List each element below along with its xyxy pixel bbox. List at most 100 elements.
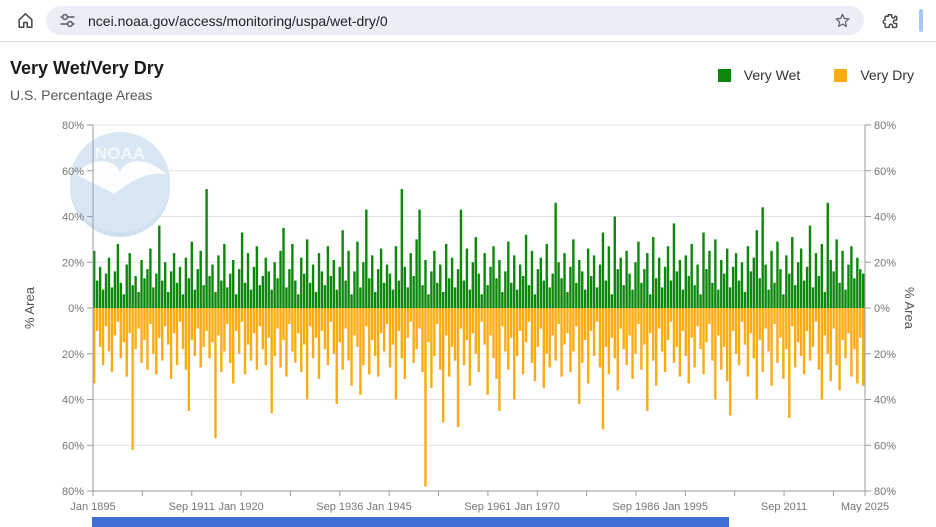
right-axis-title: % Area — [902, 287, 917, 330]
wet-bar — [326, 246, 330, 308]
dry-bar — [412, 308, 415, 363]
dry-bar — [270, 308, 273, 414]
dry-bar — [749, 308, 753, 334]
dry-bar — [282, 308, 285, 341]
wet-bar — [397, 280, 401, 308]
dry-bar — [350, 308, 353, 386]
wet-bar — [350, 294, 353, 309]
wet-bar — [862, 273, 865, 308]
wet-bar — [643, 269, 646, 308]
wet-bar — [193, 289, 196, 308]
dry-bar — [779, 308, 782, 338]
wet-bar — [563, 253, 566, 308]
dry-bar — [382, 308, 386, 352]
dry-bar — [628, 308, 631, 336]
dry-bar — [229, 308, 232, 363]
wet-bar — [714, 239, 717, 309]
wet-bar — [720, 259, 723, 308]
wet-bar — [98, 266, 102, 308]
dry-bar — [699, 308, 702, 350]
wet-bar — [711, 282, 714, 308]
dry-bar — [743, 308, 747, 345]
dry-bar — [178, 308, 182, 322]
wet-bar — [681, 289, 685, 308]
home-button[interactable] — [12, 8, 38, 34]
wet-bar — [569, 266, 572, 308]
dry-bar — [734, 308, 738, 354]
dry-bar — [122, 308, 125, 343]
legend-item-very-wet[interactable]: Very Wet — [717, 67, 800, 83]
wet-bar — [291, 243, 294, 308]
dry-bar — [634, 308, 637, 354]
wet-bar — [465, 248, 469, 309]
dry-bar — [584, 308, 587, 341]
dry-bar — [205, 308, 208, 331]
wet-bar — [675, 271, 679, 308]
legend-item-very-dry[interactable]: Very Dry — [834, 67, 914, 83]
dry-bar — [507, 308, 510, 370]
dry-bar — [687, 308, 690, 384]
dry-bar — [649, 308, 652, 334]
profile-avatar-edge[interactable] — [919, 9, 923, 32]
wet-bar — [527, 285, 531, 309]
dry-bar — [190, 308, 194, 341]
dry-bar — [663, 308, 667, 373]
wet-bar — [391, 289, 395, 308]
y-axis-tick-label-right: 80% — [874, 120, 896, 132]
dry-bar — [823, 308, 826, 336]
dry-bar — [196, 308, 199, 329]
dry-bar — [859, 308, 862, 338]
wet-bar — [575, 282, 578, 308]
wet-bar — [149, 248, 152, 309]
dry-bar — [329, 308, 333, 322]
dry-bar — [696, 308, 699, 327]
y-axis-tick-label-left: 0% — [68, 303, 84, 315]
dry-bar — [592, 308, 596, 357]
url-text[interactable]: ncei.noaa.gov/access/monitoring/uspa/wet… — [88, 12, 388, 29]
dry-bar — [453, 308, 457, 361]
address-bar[interactable]: ncei.noaa.gov/access/monitoring/uspa/wet… — [46, 6, 864, 35]
wet-bar — [856, 257, 859, 309]
dry-bar — [637, 308, 640, 325]
dry-bar — [226, 308, 229, 325]
dry-bar — [595, 308, 599, 322]
dry-bar — [480, 308, 483, 322]
wet-bar — [699, 294, 702, 309]
extensions-icon[interactable] — [880, 11, 900, 31]
wet-bar — [696, 264, 699, 308]
wet-bar — [421, 285, 424, 309]
wet-bar — [255, 246, 259, 308]
wet-bar — [628, 273, 631, 308]
y-axis-tick-label-left: 20% — [62, 257, 84, 269]
wet-bar — [598, 264, 602, 308]
dry-bar — [353, 308, 356, 336]
dry-bar — [536, 308, 540, 347]
wet-bar — [734, 253, 738, 308]
dry-bar — [720, 308, 723, 370]
wet-bar — [196, 269, 199, 308]
site-settings-icon[interactable] — [59, 12, 76, 29]
wet-bar — [223, 243, 226, 308]
wet-bar — [524, 234, 528, 308]
wet-bar — [385, 264, 389, 308]
dry-bar — [622, 308, 625, 350]
dry-bar — [181, 308, 185, 350]
bookmark-star-icon[interactable] — [833, 11, 852, 35]
dry-bar — [243, 308, 247, 375]
wet-bar — [211, 264, 214, 308]
wet-bar — [317, 253, 321, 308]
dry-bar — [193, 308, 196, 357]
wet-bar — [368, 278, 371, 308]
wet-bar — [116, 243, 120, 308]
wet-bar — [341, 230, 344, 308]
wet-bar — [232, 259, 235, 308]
dry-bar — [394, 308, 398, 400]
wet-bar — [554, 202, 557, 308]
dry-bar — [338, 308, 341, 343]
dry-bar — [208, 308, 211, 359]
wet-bar — [374, 291, 377, 308]
wet-bar — [229, 273, 232, 308]
chart-legend: Very Wet Very Dry — [717, 67, 914, 83]
wet-bar — [252, 266, 256, 308]
wet-bar — [276, 278, 279, 308]
